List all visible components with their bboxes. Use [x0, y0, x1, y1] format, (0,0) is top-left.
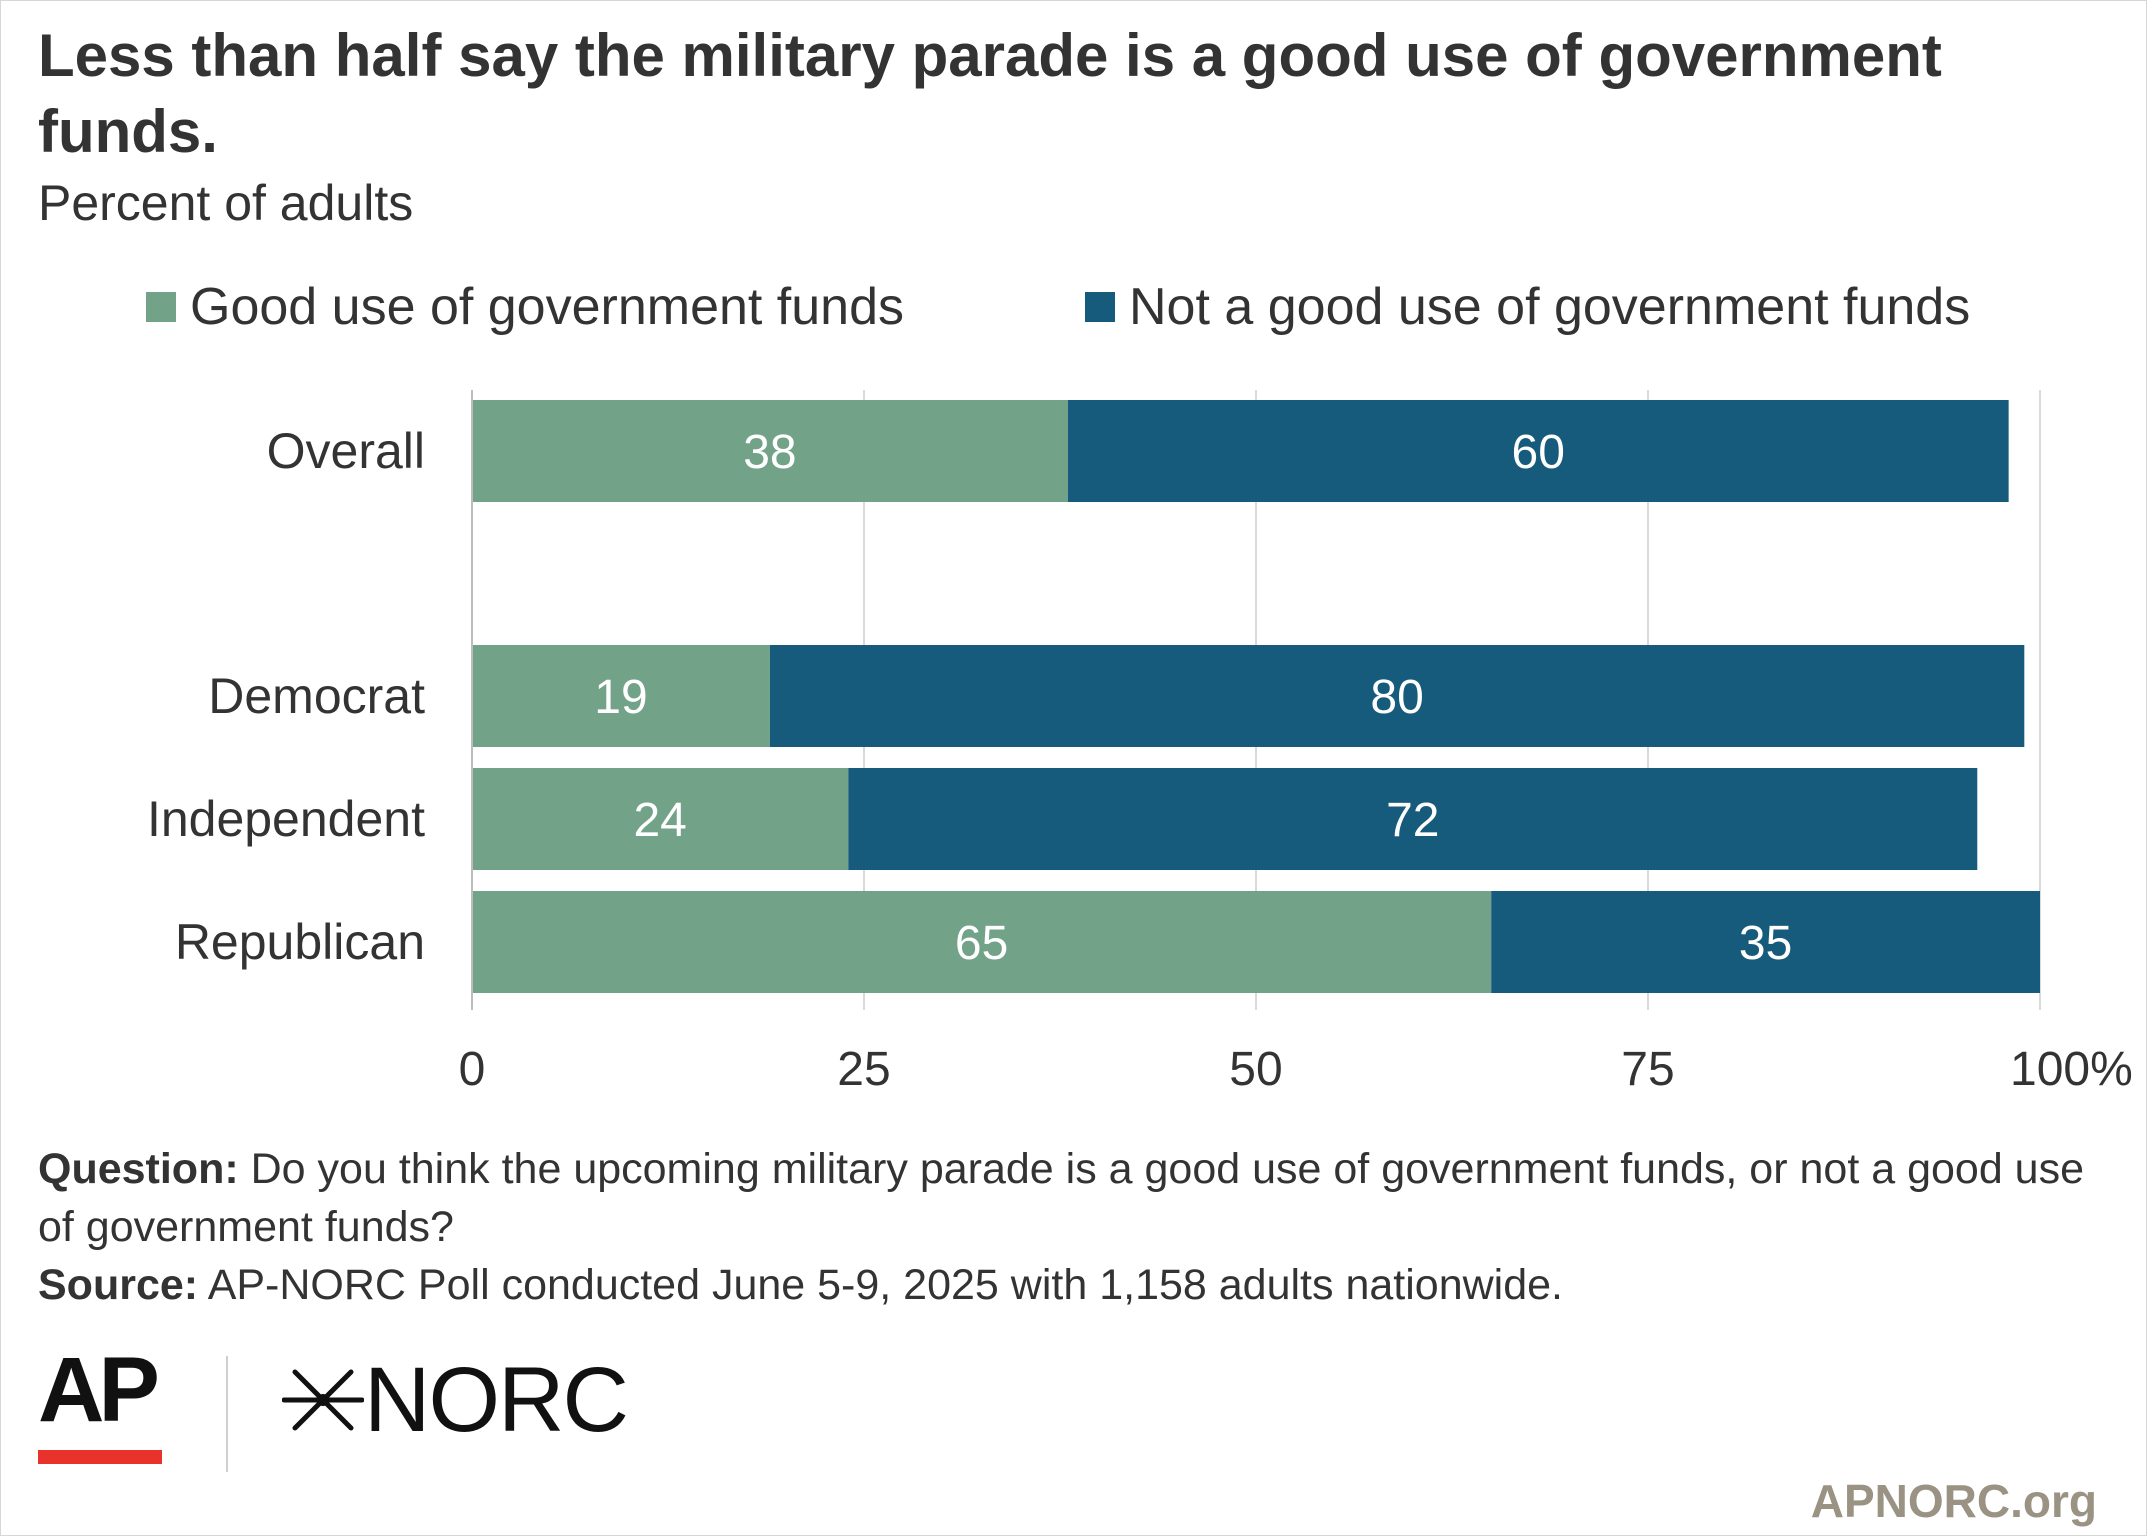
data-label: 65	[955, 917, 1008, 970]
x-tick-label: 25	[837, 1043, 890, 1096]
x-tick-label: 0	[459, 1043, 486, 1096]
stacked-bar-chart: 0 25 50 75 100% Overall 38 60 Democrat 19 80 Indepe…	[147, 390, 2133, 1096]
data-label: 80	[1370, 671, 1423, 724]
norc-star-icon	[282, 1369, 364, 1431]
legend-item-good: Good use of government funds	[146, 272, 904, 342]
category-label: Independent	[147, 791, 425, 847]
data-label: 35	[1739, 917, 1792, 970]
question-label: Question:	[38, 1145, 239, 1193]
bar-segment	[472, 891, 1492, 993]
source-label: Source:	[38, 1261, 199, 1309]
bar-segment	[1067, 400, 2009, 502]
x-tick-label: 75	[1621, 1043, 1674, 1096]
website-link[interactable]: APNORC.org	[1810, 1475, 2097, 1527]
category-label: Democrat	[208, 668, 425, 724]
legend-label-good: Good use of government funds	[190, 278, 905, 336]
bar-segment	[769, 645, 2025, 747]
data-label: 60	[1512, 426, 1565, 479]
bar-segment	[848, 768, 1978, 870]
source-note: Source: AP-NORC Poll conducted June 5-9,…	[38, 1256, 2098, 1314]
category-label: Overall	[267, 423, 425, 479]
data-label: 38	[743, 426, 796, 479]
ap-logo: AP	[38, 1340, 162, 1464]
ap-logo-bar	[38, 1450, 162, 1464]
data-label: 72	[1386, 794, 1439, 847]
legend-item-not-good: Not a good use of government funds	[1085, 272, 1970, 342]
ap-logo-text: AP	[38, 1339, 160, 1441]
x-tick-label: 100%	[2010, 1043, 2133, 1096]
question-text: Do you think the upcoming military parad…	[38, 1145, 2085, 1251]
bar-segment	[472, 645, 770, 747]
logo-divider	[226, 1356, 228, 1472]
norc-logo-text: NORC	[364, 1349, 629, 1451]
norc-logo: NORC	[282, 1349, 629, 1451]
data-label: 24	[633, 794, 686, 847]
chart-subtitle: Percent of adults	[38, 175, 414, 231]
bar-segment	[472, 400, 1068, 502]
x-tick-label: 50	[1229, 1043, 1282, 1096]
source-text: AP-NORC Poll conducted June 5-9, 2025 wi…	[207, 1261, 1563, 1309]
bar-segment	[472, 768, 849, 870]
chart-notes: Question: Do you think the upcoming mili…	[38, 1140, 2098, 1314]
legend-label-not-good: Not a good use of government funds	[1129, 278, 1971, 336]
data-label: 19	[594, 671, 647, 724]
legend-swatch-not-good	[1085, 292, 1115, 322]
legend-swatch-good	[146, 292, 176, 322]
bar-segment	[1491, 891, 2040, 993]
category-label: Republican	[175, 914, 425, 970]
question-note: Question: Do you think the upcoming mili…	[38, 1140, 2098, 1256]
chart-title: Less than half say the military parade i…	[38, 22, 1942, 165]
